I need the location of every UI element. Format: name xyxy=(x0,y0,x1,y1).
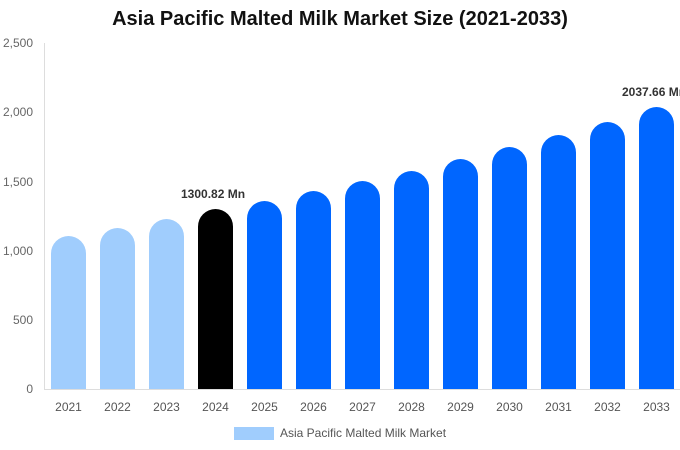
y-tick-label: 2,500 xyxy=(2,36,33,50)
x-tick-label: 2031 xyxy=(545,400,572,414)
bar-2031[interactable] xyxy=(541,135,576,389)
chart-title: Asia Pacific Malted Milk Market Size (20… xyxy=(112,8,568,30)
x-tick-label: 2033 xyxy=(643,400,670,414)
x-tick-label: 2027 xyxy=(349,400,376,414)
y-tick-label: 1,000 xyxy=(2,244,33,258)
bar-2024[interactable] xyxy=(198,208,233,389)
y-tick-label: 2,000 xyxy=(2,105,33,119)
y-tick-label: 0 xyxy=(26,382,33,396)
bar-2033[interactable] xyxy=(639,106,674,389)
bar-2032[interactable] xyxy=(590,122,625,389)
y-axis-line xyxy=(44,43,45,389)
legend[interactable]: Asia Pacific Malted Milk Market xyxy=(234,426,446,440)
x-tick-label: 2030 xyxy=(496,400,523,414)
bar-2029[interactable] xyxy=(443,158,478,389)
bar-2022[interactable] xyxy=(100,228,135,389)
y-tick-label: 500 xyxy=(12,313,33,327)
x-tick-label: 2029 xyxy=(447,400,474,414)
legend-swatch xyxy=(234,426,274,440)
x-axis-line xyxy=(44,389,680,390)
x-tick-label: 2022 xyxy=(104,400,131,414)
x-tick-label: 2026 xyxy=(300,400,327,414)
x-tick-label: 2025 xyxy=(251,400,278,414)
bar-2027[interactable] xyxy=(345,180,380,389)
bar-2021[interactable] xyxy=(51,236,86,389)
x-tick-label: 2028 xyxy=(398,400,425,414)
bar-2026[interactable] xyxy=(296,191,331,389)
bar-2025[interactable] xyxy=(247,201,282,389)
x-tick-label: 2024 xyxy=(202,400,229,414)
bar-2030[interactable] xyxy=(492,146,527,389)
y-tick-label: 1,500 xyxy=(2,175,33,189)
x-tick-label: 2032 xyxy=(594,400,621,414)
data-label-2033: 2037.66 Mn xyxy=(622,85,680,99)
legend-label: Asia Pacific Malted Milk Market xyxy=(280,426,447,440)
data-label-2024: 1300.82 Mn xyxy=(181,187,246,201)
x-tick-label: 2021 xyxy=(55,400,82,414)
bar-2023[interactable] xyxy=(149,219,184,389)
x-tick-label: 2023 xyxy=(153,400,180,414)
bar-2028[interactable] xyxy=(394,171,429,389)
